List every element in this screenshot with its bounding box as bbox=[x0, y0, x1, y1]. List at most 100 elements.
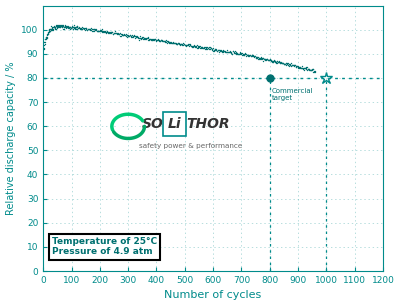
Point bbox=[279, 61, 285, 66]
Point bbox=[230, 49, 236, 54]
Point bbox=[110, 30, 117, 35]
Point bbox=[86, 27, 92, 32]
Point bbox=[140, 36, 146, 41]
Point bbox=[161, 39, 167, 44]
Point bbox=[121, 32, 127, 37]
Point bbox=[231, 50, 237, 55]
Point bbox=[86, 27, 93, 32]
Point bbox=[56, 24, 62, 29]
Point bbox=[232, 50, 238, 55]
Point bbox=[68, 26, 74, 31]
Point bbox=[134, 34, 140, 39]
Point bbox=[227, 50, 234, 55]
Point bbox=[192, 45, 199, 50]
Point bbox=[178, 42, 185, 47]
Point bbox=[50, 25, 56, 30]
Point bbox=[174, 42, 180, 47]
Point bbox=[296, 65, 302, 70]
Point bbox=[196, 43, 202, 48]
Point bbox=[202, 45, 208, 50]
Point bbox=[205, 46, 211, 51]
Point bbox=[287, 62, 293, 67]
Point bbox=[216, 48, 223, 53]
Point bbox=[138, 35, 144, 40]
Point bbox=[240, 52, 247, 57]
Point bbox=[265, 58, 272, 63]
Point bbox=[65, 25, 71, 30]
Point bbox=[145, 37, 151, 42]
Point bbox=[114, 31, 121, 36]
Point bbox=[62, 24, 68, 29]
Point bbox=[99, 28, 105, 33]
Point bbox=[234, 51, 241, 56]
Point bbox=[222, 49, 228, 54]
Point bbox=[191, 43, 198, 47]
Point bbox=[223, 49, 229, 54]
Point bbox=[83, 26, 90, 31]
Point bbox=[129, 34, 135, 39]
Point bbox=[178, 42, 184, 47]
Point bbox=[293, 64, 300, 69]
Point bbox=[286, 62, 293, 67]
Point bbox=[273, 59, 280, 64]
Point bbox=[252, 54, 258, 59]
Point bbox=[65, 24, 71, 28]
Point bbox=[275, 60, 281, 65]
Point bbox=[162, 39, 168, 43]
Point bbox=[140, 35, 147, 40]
Point bbox=[130, 34, 136, 39]
Point bbox=[206, 46, 212, 51]
Point bbox=[79, 24, 85, 29]
Point bbox=[111, 30, 117, 35]
Point bbox=[62, 23, 68, 28]
Point bbox=[182, 42, 188, 47]
Point bbox=[59, 24, 65, 28]
Point bbox=[148, 37, 155, 42]
FancyBboxPatch shape bbox=[163, 112, 186, 136]
Point bbox=[47, 27, 53, 32]
Point bbox=[41, 41, 48, 46]
Point bbox=[286, 61, 292, 66]
Text: Temperature of 25°C
Pressure of 4.9 atm: Temperature of 25°C Pressure of 4.9 atm bbox=[52, 237, 157, 256]
Point bbox=[78, 26, 85, 31]
Point bbox=[188, 44, 194, 49]
Point bbox=[237, 51, 244, 56]
Point bbox=[262, 57, 269, 62]
Point bbox=[244, 53, 250, 58]
Point bbox=[299, 65, 306, 70]
Point bbox=[296, 65, 302, 70]
Point bbox=[41, 40, 48, 45]
Point bbox=[125, 32, 132, 37]
Point bbox=[263, 57, 269, 62]
Point bbox=[208, 46, 214, 51]
Text: Li: Li bbox=[168, 117, 182, 131]
Point bbox=[214, 48, 220, 53]
Point bbox=[260, 56, 266, 61]
Point bbox=[55, 24, 61, 29]
Point bbox=[40, 45, 47, 50]
Point bbox=[75, 26, 81, 31]
Point bbox=[122, 33, 129, 38]
Point bbox=[134, 35, 141, 40]
Point bbox=[112, 28, 118, 33]
Point bbox=[222, 50, 229, 54]
Point bbox=[62, 24, 68, 29]
Point bbox=[75, 25, 82, 30]
Point bbox=[234, 52, 240, 57]
Point bbox=[248, 54, 254, 58]
Point bbox=[169, 40, 176, 45]
Point bbox=[248, 53, 255, 58]
Point bbox=[43, 35, 50, 39]
Point bbox=[90, 28, 96, 33]
Point bbox=[96, 28, 102, 33]
Point bbox=[242, 53, 249, 58]
Point bbox=[48, 27, 54, 32]
Point bbox=[78, 26, 84, 31]
Point bbox=[202, 47, 208, 51]
Point bbox=[224, 49, 231, 54]
Point bbox=[103, 30, 110, 35]
Point bbox=[109, 30, 116, 35]
Point bbox=[160, 39, 167, 43]
Point bbox=[58, 24, 64, 29]
Point bbox=[280, 60, 286, 65]
